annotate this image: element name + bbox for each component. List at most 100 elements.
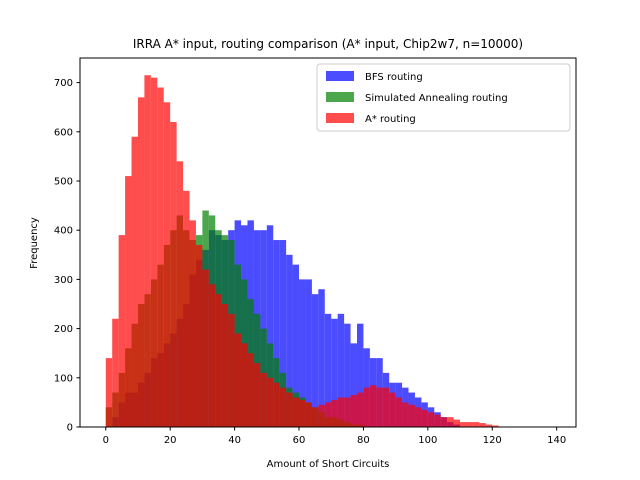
histogram-bar [318, 289, 325, 427]
x-tick-label: 140 [547, 435, 566, 446]
legend-label: BFS routing [365, 72, 423, 83]
histogram-bar [344, 397, 351, 427]
x-tick-label: 0 [103, 435, 109, 446]
histogram-bar [279, 240, 287, 427]
histogram-bar [305, 402, 312, 427]
histogram-bars [105, 75, 499, 428]
x-tick-label: 80 [357, 435, 370, 446]
histogram-bar [421, 409, 428, 427]
y-tick-label: 300 [54, 275, 73, 286]
legend-swatch [326, 113, 354, 123]
histogram-bar [157, 87, 164, 428]
legend-item: Simulated Annealing routing [326, 92, 508, 104]
histogram-bar [247, 353, 254, 427]
histogram-bar [202, 269, 209, 427]
x-axis-title: Amount of Short Circuits [267, 459, 390, 470]
histogram-bar [118, 235, 126, 427]
x-tick-label: 100 [418, 435, 437, 446]
histogram-bar [485, 424, 493, 427]
x-axis-ticks: 0 20 40 60 80 100 120 140 [103, 427, 566, 446]
histogram-bar [350, 343, 357, 427]
histogram-bar [447, 417, 454, 427]
histogram-bar [337, 397, 345, 427]
axes-frame [79, 57, 577, 428]
histogram-bar [299, 279, 306, 427]
histogram-bar [112, 318, 119, 427]
x-tick-label: 120 [483, 435, 502, 446]
histogram-bar [208, 284, 216, 427]
histogram-bar [363, 387, 370, 427]
histogram-bar [389, 392, 396, 427]
histogram-bar [292, 397, 300, 427]
x-tick-label: 40 [228, 435, 241, 446]
histogram-bar [125, 176, 132, 427]
histogram-bar [144, 75, 151, 427]
legend-item: BFS routing [326, 71, 423, 83]
histogram-bar [131, 136, 138, 427]
histogram-bar [228, 313, 235, 427]
histogram-bar [408, 404, 415, 427]
histogram-bar [286, 254, 293, 427]
histogram-bar [453, 419, 461, 427]
histogram-bar [331, 318, 338, 427]
histogram-bar [356, 323, 364, 427]
histogram-bar [344, 323, 351, 427]
histogram-bar [299, 399, 306, 427]
histogram-bar [331, 399, 338, 427]
histogram-bar [266, 225, 274, 427]
histogram-bar [241, 343, 248, 427]
legend-label: A* routing [365, 114, 416, 125]
legend: BFS routing Simulated Annealing routing A*… [316, 63, 571, 132]
histogram-bar [170, 121, 177, 428]
histogram-bar [311, 407, 319, 427]
histogram-bar [350, 395, 357, 427]
histogram-bar [183, 190, 190, 427]
y-tick-label: 400 [54, 226, 73, 237]
series-3 [105, 75, 499, 428]
y-tick-label: 600 [54, 127, 73, 138]
legend-item: A* routing [326, 113, 416, 125]
histogram-bar [266, 377, 274, 427]
histogram-bar [234, 333, 242, 427]
histogram-bar [176, 161, 184, 427]
x-tick-label: 20 [164, 435, 177, 446]
histogram-bar [472, 422, 480, 427]
histogram-bar [260, 372, 267, 427]
histogram-bar [195, 244, 203, 427]
histogram-bar [414, 407, 422, 427]
legend-label: Simulated Annealing routing [365, 93, 508, 104]
histogram-bar [460, 422, 467, 427]
histogram-bar [434, 414, 441, 427]
histogram-bar [163, 102, 171, 427]
histogram-bar [492, 425, 499, 427]
histogram-bar [305, 279, 312, 427]
histogram-bar [150, 77, 158, 428]
histogram-bar [286, 392, 293, 427]
y-axis-title: Frequency [29, 217, 40, 269]
histogram-bar [395, 397, 403, 427]
histogram-bar [318, 404, 325, 427]
histogram-bar [105, 358, 113, 427]
histogram-bar [215, 294, 222, 427]
histogram-bar [337, 313, 345, 427]
y-axis-ticks: 0 100 200 300 400 500 600 700 [54, 78, 80, 434]
histogram-bar [479, 423, 486, 427]
histogram-bar [137, 97, 145, 428]
legend-box [316, 63, 571, 132]
legend-swatch [326, 71, 354, 81]
histogram-bar [376, 387, 383, 427]
histogram-bar [279, 387, 287, 427]
y-tick-label: 100 [54, 373, 73, 384]
histogram-bar [324, 313, 332, 427]
histogram-bar [292, 264, 300, 427]
histogram-bar [369, 385, 377, 427]
histogram-bar [273, 240, 280, 427]
histogram-bar [324, 402, 332, 427]
histogram-bar [466, 422, 473, 427]
histogram-bar [253, 363, 261, 427]
chart-title: IRRA A* input, routing comparison (A* in… [133, 37, 523, 51]
histogram-bar [402, 402, 409, 427]
y-tick-label: 500 [54, 177, 73, 188]
y-tick-label: 0 [67, 423, 73, 434]
